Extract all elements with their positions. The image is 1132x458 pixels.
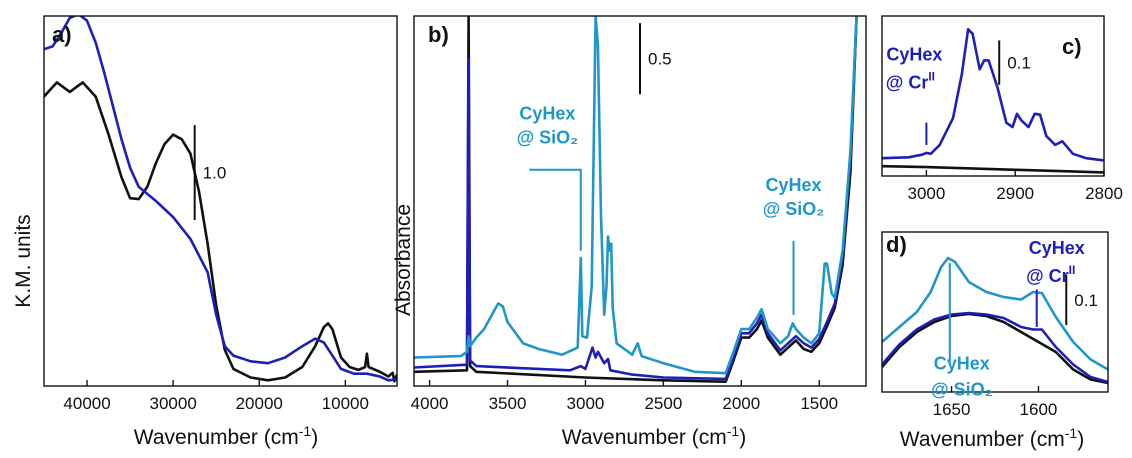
series-line-black	[44, 81, 397, 383]
x-tick-label: 2900	[996, 184, 1034, 203]
annotation-pointer	[529, 168, 582, 251]
annotation-label: CyHex @ CrII	[1026, 238, 1085, 286]
x-tick-label: 2800	[1085, 184, 1123, 203]
panel-a: 40000 30000 20000 10000 a) Wavenumber (cm-1) K…	[12, 15, 398, 449]
panel-label: b)	[428, 22, 449, 47]
x-tick-label: 3000	[907, 184, 945, 203]
panel-c: 3000 2900 2800 c) 0.1 CyHex @ CrII	[881, 15, 1123, 203]
annotation-label: CyHex @ SiO₂	[931, 354, 993, 400]
x-tick-label: 40000	[63, 394, 110, 413]
scale-bar-label: 1.0	[203, 164, 227, 183]
y-axis-label: K.M. units	[12, 214, 35, 307]
plot-frame	[881, 231, 1109, 393]
x-tick-label: 30000	[150, 394, 197, 413]
x-tick-label: 4000	[411, 394, 449, 413]
panel-d: 1650 1600 d) Wavenumber (cm-1) 0.1 CyHex @ CrI…	[881, 231, 1109, 451]
series-line-light_blue	[882, 256, 1108, 371]
series-line-black	[882, 164, 1104, 174]
series-line-blue	[414, 16, 858, 381]
x-tick-label: 2500	[644, 394, 682, 413]
x-tick-label: 1500	[800, 394, 838, 413]
x-tick-label: 3500	[489, 394, 527, 413]
panel-label: a)	[52, 22, 72, 47]
series-line-light_blue	[414, 16, 858, 375]
x-tick-label: 20000	[236, 394, 283, 413]
annotation-label: CyHex @ SiO₂	[517, 104, 579, 148]
series-line-blue	[882, 28, 1104, 162]
x-axis-label: Wavenumber (cm-1)	[562, 423, 746, 449]
panel-label: d)	[886, 232, 907, 257]
plot-frame	[881, 15, 1105, 177]
plot-frame	[413, 15, 867, 387]
annotation-label: CyHex @ SiO₂	[763, 175, 825, 219]
x-axis-label: Wavenumber (cm-1)	[134, 423, 318, 449]
scale-bar-label: 0.5	[648, 50, 672, 69]
y-axis-label: Absorbance	[392, 204, 415, 316]
series-line-black	[882, 312, 1108, 385]
panel-b: 4000 3500 3000 2500 2000 1500 b) Wavenumber (cm…	[392, 15, 867, 449]
scale-bar-label: 0.1	[1074, 291, 1098, 310]
x-tick-label: 1600	[1020, 400, 1058, 419]
x-tick-label: 1650	[933, 400, 971, 419]
x-tick-label: 2000	[722, 394, 760, 413]
x-tick-label: 3000	[567, 394, 605, 413]
annotation-label: CyHex @ CrII	[886, 44, 943, 92]
series-line-blue	[882, 311, 1108, 384]
panel-label: c)	[1062, 34, 1082, 59]
scale-bar-label: 0.1	[1007, 54, 1031, 73]
plot-frame	[43, 15, 398, 387]
series-line-blue	[44, 16, 397, 382]
x-tick-label: 10000	[322, 394, 369, 413]
x-axis-label: Wavenumber (cm-1)	[900, 425, 1084, 451]
series-line-black	[414, 16, 858, 383]
